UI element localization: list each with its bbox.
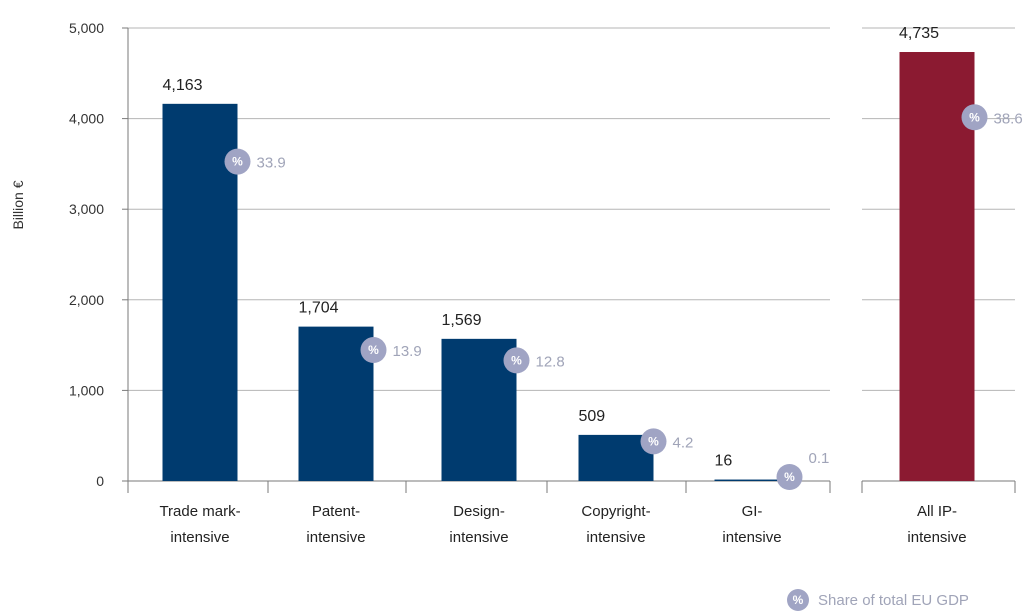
gdp-share-label: 38.6: [994, 110, 1023, 127]
category-label: GI-: [742, 503, 763, 520]
y-tick-label: 4,000: [69, 111, 104, 127]
gdp-share-marker: [360, 337, 387, 364]
category-label: All IP-: [917, 503, 957, 520]
category-label: Design-: [453, 503, 505, 520]
percent-symbol: %: [969, 110, 980, 124]
percent-symbol: %: [232, 155, 243, 169]
category-label: intensive: [586, 529, 645, 546]
bar-value-label: 16: [715, 453, 733, 470]
category-label: Patent-: [312, 503, 360, 520]
gdp-share-marker: [503, 347, 530, 374]
category-label: intensive: [907, 529, 966, 546]
gdp-share-label: 12.8: [536, 353, 565, 370]
gdp-share-marker: [224, 148, 251, 175]
y-tick-label: 0: [96, 473, 104, 489]
bars: [162, 52, 975, 481]
gdp-share-label: 33.9: [257, 155, 286, 172]
legend-label: Share of total EU GDP: [818, 592, 969, 609]
bar-value-label: 509: [579, 408, 606, 425]
y-axis-ticks: 0 1,000 2,000 3,000 4,000 5,000: [69, 20, 104, 489]
bar: [899, 52, 975, 481]
legend: % Share of total EU GDP: [787, 589, 969, 611]
percent-symbol: %: [511, 353, 522, 367]
percent-symbol: %: [368, 343, 379, 357]
category-label: intensive: [170, 529, 229, 546]
gdp-share-marker: [776, 464, 803, 490]
category-label: intensive: [722, 529, 781, 546]
category-label: Copyright-: [581, 503, 650, 520]
percent-symbol: %: [648, 434, 659, 448]
category-labels: Trade mark-intensive Patent-intensive Desi…: [159, 503, 966, 546]
y-tick-label: 3,000: [69, 201, 104, 217]
y-tick-label: 2,000: [69, 292, 104, 308]
gdp-share-label: 4.2: [673, 434, 694, 451]
y-tick-label: 1,000: [69, 382, 104, 398]
bar-value-label: 1,569: [442, 312, 482, 329]
bar-value-label: 1,704: [299, 300, 339, 317]
value-labels: 4,163 1,704 1,569 509 16 4,735: [163, 25, 940, 470]
axes: [122, 27, 1016, 493]
gdp-share-label: 13.9: [393, 343, 422, 360]
bar-value-label: 4,735: [899, 25, 939, 42]
legend-percent-symbol: %: [793, 593, 804, 607]
category-label: intensive: [306, 529, 365, 546]
category-label: Trade mark-: [159, 503, 240, 520]
gdp-share-markers: % 33.9% 13.9% 12.8% 4.2% 0.1% 38.6: [224, 104, 1023, 490]
y-axis-label: Billion €: [10, 180, 26, 229]
bar: [162, 103, 238, 481]
gdp-share-label: 0.1: [809, 450, 830, 467]
gdp-share-marker: [961, 104, 988, 131]
percent-symbol: %: [784, 470, 795, 484]
legend-percent-icon: [787, 589, 809, 611]
y-tick-label: 5,000: [69, 20, 104, 36]
bar-value-label: 4,163: [163, 77, 203, 94]
gdp-share-marker: [640, 428, 667, 455]
bar: [714, 479, 790, 481]
category-label: intensive: [449, 529, 508, 546]
gridlines: [128, 27, 1015, 391]
